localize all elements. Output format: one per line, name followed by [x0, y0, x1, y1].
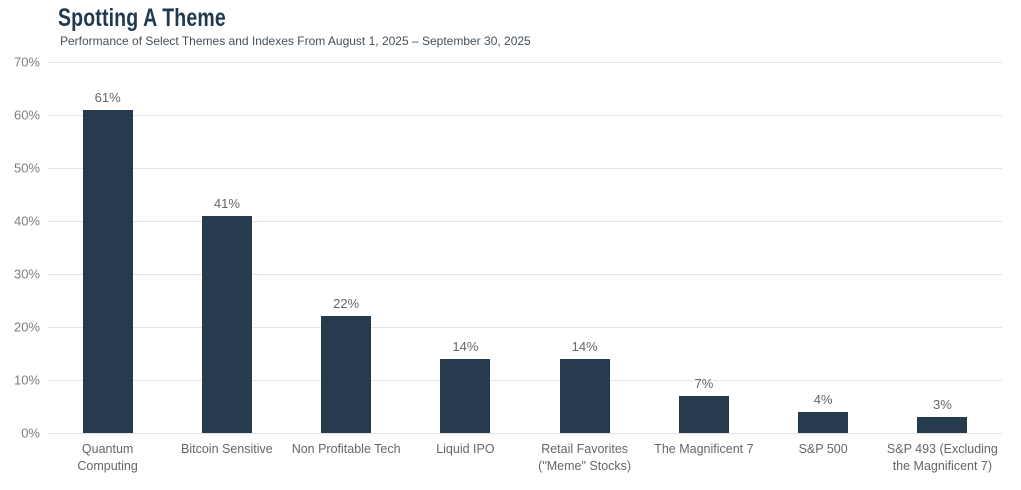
x-axis-category-label: Bitcoin Sensitive [181, 442, 273, 456]
bar-value-label: 14% [452, 338, 479, 354]
bar-group: 3% [883, 62, 1002, 433]
bar-group: 14% [525, 62, 644, 433]
gridline [48, 327, 1002, 328]
bar [917, 417, 968, 433]
x-axis-category-label: S&P 493 (Excluding the Magnificent 7) [886, 442, 998, 473]
gridline [48, 433, 1002, 434]
plot-area: 61% 41% 22% 14% 14% 7% 4% 3% [48, 62, 1002, 434]
bar-group: 14% [406, 62, 525, 433]
bar-group: 22% [287, 62, 406, 433]
bar-group: 41% [167, 62, 286, 433]
bar-value-label: 3% [932, 397, 952, 413]
bar-value-label: 22% [333, 296, 360, 312]
x-axis-category-label: Non Profitable Tech [291, 442, 401, 456]
y-axis-tick-label: 10% [13, 372, 40, 388]
bar [559, 358, 610, 433]
bar-value-label: 14% [571, 338, 598, 354]
bar [678, 395, 729, 433]
y-axis-tick-label: 0% [21, 425, 40, 441]
x-axis-category-label: S&P 500 [798, 442, 848, 456]
x-axis-category-label: Quantum Computing [77, 442, 138, 473]
y-axis: 0% 10% 20% 30% 40% 50% 60% 70% [0, 55, 40, 441]
y-axis-tick-label: 70% [13, 54, 40, 70]
x-axis-category-label: The Magnificent 7 [654, 442, 754, 456]
bar [201, 215, 252, 433]
gridline [48, 62, 1002, 63]
bar-group: 4% [764, 62, 883, 433]
gridline [48, 115, 1002, 116]
chart-title: Spotting A Theme [58, 4, 226, 32]
chart-subtitle: Performance of Select Themes and Indexes… [60, 34, 531, 48]
x-axis-category-label: Liquid IPO [436, 442, 495, 456]
bar-value-label: 7% [694, 375, 714, 391]
bar-group: 7% [644, 62, 763, 433]
gridline [48, 168, 1002, 169]
gridline [48, 274, 1002, 275]
bar-group: 61% [48, 62, 167, 433]
bar [440, 358, 491, 433]
x-axis: Quantum Computing Bitcoin Sensitive Non Pr… [48, 441, 1002, 475]
bar [321, 316, 372, 433]
bar-value-label: 61% [94, 89, 121, 105]
y-axis-tick-label: 20% [13, 319, 40, 335]
x-axis-category-label: Retail Favorites ("Meme" Stocks) [538, 442, 632, 473]
y-axis-tick-label: 40% [13, 213, 40, 229]
bar-value-label: 41% [213, 195, 240, 211]
y-axis-tick-label: 50% [13, 160, 40, 176]
y-axis-tick-label: 30% [13, 266, 40, 282]
gridline [48, 221, 1002, 222]
bars-row: 61% 41% 22% 14% 14% 7% 4% 3% [48, 62, 1002, 433]
gridline [48, 380, 1002, 381]
bar [798, 411, 849, 433]
y-axis-tick-label: 60% [13, 107, 40, 123]
bar [82, 109, 133, 433]
bar-value-label: 4% [813, 391, 833, 407]
